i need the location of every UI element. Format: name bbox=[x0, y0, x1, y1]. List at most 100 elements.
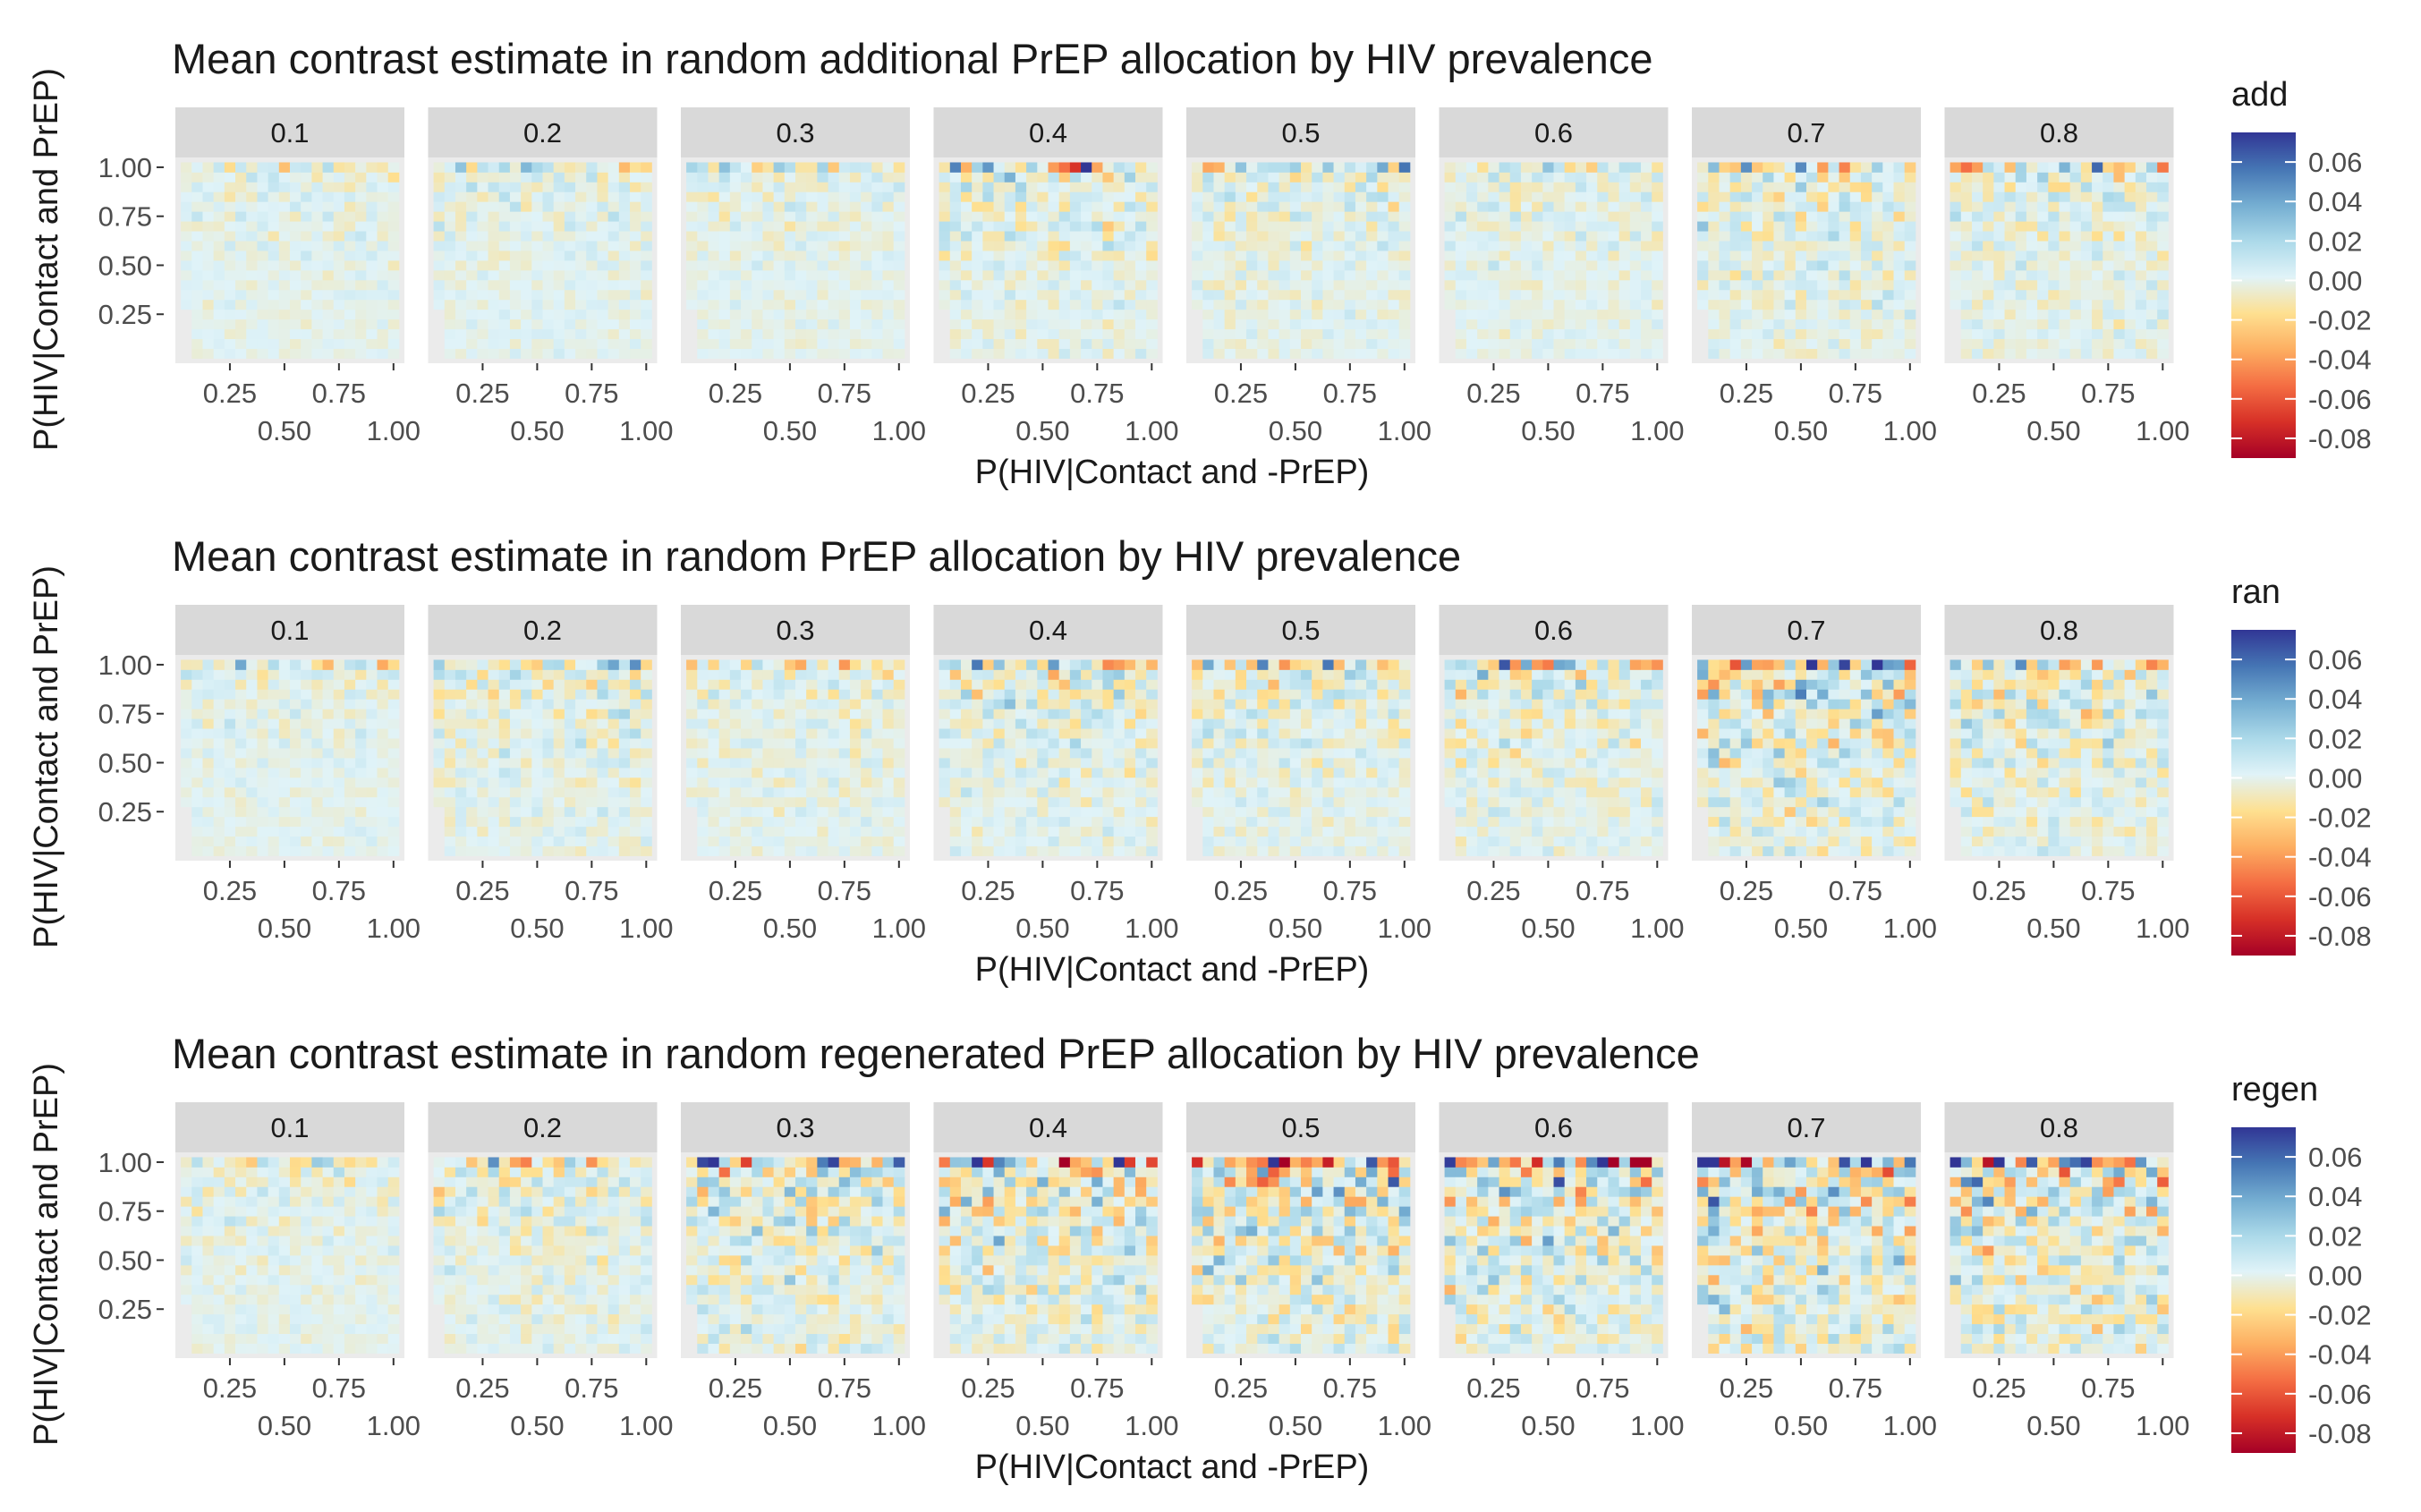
heatmap-cell bbox=[191, 796, 203, 808]
heatmap-cell bbox=[641, 816, 652, 828]
heatmap-cell bbox=[322, 826, 335, 837]
heatmap-cell bbox=[2092, 260, 2103, 271]
heatmap-cell bbox=[333, 328, 345, 340]
heatmap-cell bbox=[2102, 309, 2114, 320]
heatmap-cell bbox=[2026, 319, 2038, 330]
heatmap-cell bbox=[1048, 709, 1060, 719]
heatmap-cell bbox=[278, 816, 291, 828]
heatmap-cell bbox=[972, 269, 983, 281]
heatmap-cell bbox=[246, 191, 258, 202]
heatmap-cell bbox=[1037, 679, 1049, 690]
heatmap-cell bbox=[773, 699, 786, 709]
heatmap-cell bbox=[1037, 241, 1049, 251]
heatmap-cell bbox=[993, 269, 1006, 281]
heatmap-cell bbox=[1004, 289, 1016, 301]
heatmap-cell bbox=[1235, 162, 1247, 173]
heatmap-cell bbox=[1301, 328, 1312, 340]
heatmap-cell bbox=[1444, 162, 1457, 173]
heatmap-cell bbox=[708, 709, 720, 719]
heatmap-cell bbox=[301, 348, 312, 359]
heatmap-cell bbox=[972, 689, 983, 700]
heatmap-cell bbox=[1993, 338, 2005, 349]
heatmap-cell bbox=[1532, 191, 1543, 202]
heatmap-cell bbox=[246, 748, 258, 759]
heatmap-cell bbox=[213, 758, 225, 769]
heatmap-cell bbox=[849, 699, 862, 709]
heatmap-cell bbox=[838, 299, 851, 310]
heatmap-cell bbox=[377, 182, 389, 192]
heatmap-cell bbox=[1268, 319, 1280, 330]
heatmap-cell bbox=[697, 191, 709, 202]
heatmap-cell bbox=[1135, 221, 1147, 232]
heatmap-cell bbox=[278, 659, 291, 670]
heatmap-cell bbox=[1763, 172, 1774, 183]
heatmap-cell bbox=[542, 826, 555, 837]
heatmap-cell bbox=[553, 338, 565, 349]
heatmap-cell bbox=[1146, 786, 1158, 798]
heatmap-cell bbox=[1366, 279, 1378, 291]
heatmap-cell bbox=[1564, 172, 1576, 183]
heatmap-cell bbox=[575, 289, 587, 301]
heatmap-cell bbox=[882, 758, 895, 769]
heatmap-cell bbox=[697, 845, 709, 856]
heatmap-cell bbox=[1069, 269, 1082, 281]
heatmap-cell bbox=[1564, 191, 1576, 202]
heatmap-cell bbox=[1081, 689, 1092, 700]
heatmap-cell bbox=[849, 836, 862, 846]
heatmap-cell bbox=[2124, 299, 2136, 310]
heatmap-cell bbox=[1092, 191, 1103, 202]
heatmap-cell bbox=[1564, 289, 1576, 301]
heatmap-cell bbox=[1575, 348, 1587, 359]
heatmap-cell bbox=[686, 191, 698, 202]
heatmap-cell bbox=[2113, 211, 2126, 222]
heatmap-cell bbox=[982, 718, 994, 729]
x-tick-label: 0.25 bbox=[455, 875, 509, 906]
heatmap-cell bbox=[2059, 328, 2071, 340]
heatmap-cell bbox=[1629, 251, 1642, 261]
heatmap-cell bbox=[849, 338, 862, 349]
heatmap-cell bbox=[2004, 221, 2017, 232]
heatmap-cell bbox=[1092, 319, 1103, 330]
heatmap-cell bbox=[1618, 182, 1631, 192]
heatmap-cell bbox=[2135, 241, 2147, 251]
heatmap-cell bbox=[1344, 251, 1356, 261]
heatmap-cell bbox=[1289, 260, 1302, 271]
heatmap-cell bbox=[1882, 319, 1894, 330]
heatmap-cell bbox=[618, 328, 631, 340]
heatmap-cell bbox=[762, 806, 775, 818]
heatmap-cell bbox=[1355, 289, 1367, 301]
heatmap-cell bbox=[752, 162, 763, 173]
heatmap-cell bbox=[718, 251, 731, 261]
heatmap-cell bbox=[1257, 172, 1269, 183]
heatmap-cell bbox=[597, 709, 609, 719]
heatmap-cell bbox=[1455, 251, 1467, 261]
heatmap-cell bbox=[806, 182, 818, 192]
heatmap-cell bbox=[993, 328, 1006, 340]
heatmap-cell bbox=[1488, 279, 1499, 291]
heatmap-cell bbox=[1135, 845, 1147, 856]
heatmap-cell bbox=[290, 767, 302, 778]
heatmap-cell bbox=[1860, 162, 1873, 173]
heatmap-cell bbox=[1532, 162, 1543, 173]
heatmap-cell bbox=[939, 699, 951, 709]
heatmap-cell bbox=[708, 162, 720, 173]
heatmap-cell bbox=[1904, 251, 1916, 261]
heatmap-cell bbox=[311, 279, 323, 291]
heatmap-cell bbox=[618, 289, 631, 301]
heatmap-cell bbox=[1444, 279, 1457, 291]
heatmap-cell bbox=[1817, 162, 1829, 173]
heatmap-cell bbox=[1860, 309, 1873, 320]
heatmap-cell bbox=[1268, 348, 1280, 359]
heatmap-cell bbox=[1102, 260, 1115, 271]
heatmap-cell bbox=[1893, 289, 1906, 301]
heatmap-cell bbox=[1069, 172, 1082, 183]
heatmap-cell bbox=[1278, 182, 1291, 192]
heatmap-cell bbox=[1113, 348, 1126, 359]
heatmap-cell bbox=[246, 279, 258, 291]
heatmap-cell bbox=[542, 777, 555, 788]
heatmap-cell bbox=[2113, 241, 2126, 251]
heatmap-cell bbox=[311, 767, 323, 778]
heatmap-cell bbox=[1553, 221, 1566, 232]
heatmap-cell bbox=[564, 738, 576, 749]
heatmap-cell bbox=[1312, 182, 1323, 192]
